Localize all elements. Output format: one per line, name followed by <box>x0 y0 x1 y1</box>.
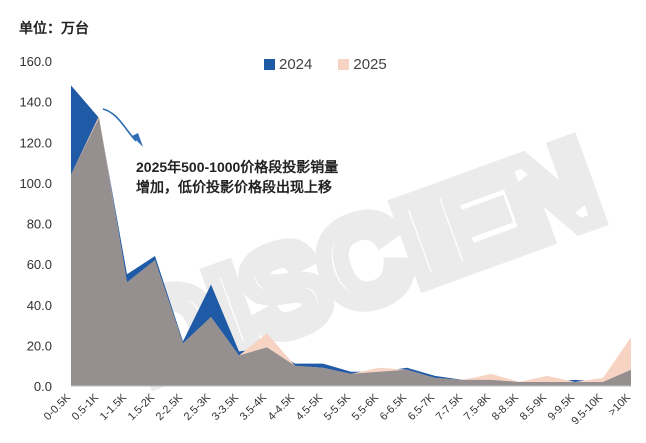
x-tick-label: 8-8.5K <box>490 391 522 423</box>
unit-label: 单位：万台 <box>19 20 89 36</box>
chart-legend: 2024 2025 <box>264 56 413 73</box>
x-tick-label: 8.5-9K <box>518 391 550 423</box>
x-tick-label: 9.5-10K <box>569 391 605 427</box>
y-tick-label: 140.0 <box>19 95 52 110</box>
x-tick-label: 6.5-7K <box>406 391 438 423</box>
legend-item-2025: 2025 <box>338 56 387 73</box>
annotation-arrow <box>102 108 137 142</box>
x-tick-label: 0-0.5K <box>42 391 74 423</box>
x-tick-label: 7.5-8K <box>462 391 494 423</box>
annotation-arrowhead <box>132 133 143 147</box>
y-tick-label: 80.0 <box>27 217 52 232</box>
legend-swatch-2024 <box>264 59 275 70</box>
series-overlap-area <box>71 117 631 386</box>
x-tick-label: >10K <box>606 391 633 418</box>
y-tick-label: 20.0 <box>27 338 52 353</box>
y-tick-label: 60.0 <box>27 257 52 272</box>
legend-item-2024: 2024 <box>264 56 312 73</box>
x-tick-label: 4-4.5K <box>266 391 298 423</box>
x-tick-label: 1-1.5K <box>98 391 130 423</box>
x-tick-label: 4.5-5K <box>294 391 326 423</box>
x-tick-label: 3.5-4K <box>238 391 270 423</box>
x-tick-label: 7-7.5K <box>434 391 466 423</box>
y-tick-label: 100.0 <box>19 176 52 191</box>
y-tick-label: 0.0 <box>34 379 52 394</box>
chart-annotation: 2025年500-1000价格段投影销量增加，低价投影价格段出现上移 <box>136 159 339 195</box>
x-tick-label: 6-6.5K <box>378 391 410 423</box>
legend-label-2025: 2025 <box>353 56 387 73</box>
x-tick-label: 1.5-2K <box>126 391 158 423</box>
x-tick-label: 0.5-1K <box>70 391 102 423</box>
x-tick-label: 5-5.5K <box>322 391 354 423</box>
legend-swatch-2025 <box>338 59 350 70</box>
x-tick-label: 3-3.5K <box>210 391 242 423</box>
legend-label-2024: 2024 <box>279 56 313 73</box>
y-tick-label: 160.0 <box>19 54 52 69</box>
x-tick-label: 5.5-6K <box>350 391 382 423</box>
series-area-2024 <box>71 85 631 386</box>
y-tick-label: 120.0 <box>19 135 52 150</box>
y-tick-label: 40.0 <box>27 298 52 313</box>
